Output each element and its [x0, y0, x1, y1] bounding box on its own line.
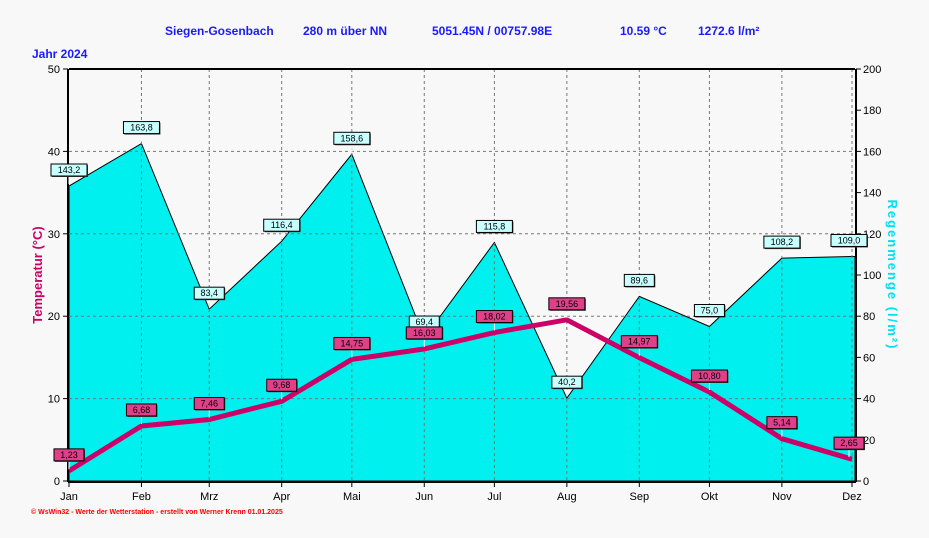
temp-label-box: [266, 378, 298, 392]
x-tick-label: Jul: [487, 491, 501, 503]
x-tick-label: Jun: [415, 491, 433, 503]
temp-label-box: [690, 369, 728, 383]
temp-label-box: [548, 297, 586, 311]
rain-label: 89,6: [631, 275, 649, 285]
rain-label-box: [623, 273, 655, 287]
rain-label: 163,8: [130, 123, 153, 133]
y-tick-label: 40: [48, 146, 60, 158]
x-tick-label: Aug: [557, 491, 577, 503]
y-tick-label: 10: [48, 394, 60, 406]
station-name: Siegen-Gosenbach: [165, 24, 274, 38]
temp-label-box: [833, 436, 865, 450]
rain-label-box: [333, 131, 371, 145]
temp-label-box: [475, 310, 513, 324]
temp-label: 5,14: [773, 418, 791, 428]
y2-tick-label: 180: [863, 105, 881, 117]
rain-label: 116,4: [271, 220, 293, 230]
x-tick-label: Jan: [60, 491, 78, 503]
rain-label-box: [263, 218, 301, 232]
y2-tick-label: 160: [863, 146, 881, 158]
y2-tick-label: 100: [863, 270, 881, 282]
y-tick-label: 0: [54, 476, 60, 488]
rain-label: 69,4: [416, 317, 434, 327]
footer-credit: © WsWin32 - Werte der Wetterstation - er…: [31, 509, 283, 516]
rain-label: 109,0: [838, 235, 861, 245]
temp-label-box: [53, 448, 85, 462]
rain-label: 75,0: [701, 306, 719, 316]
x-tick-label: Nov: [772, 491, 792, 503]
y-tick-label: 20: [48, 311, 60, 323]
year-label: Jahr 2024: [32, 47, 88, 61]
temp-label: 14,97: [628, 337, 651, 347]
temp-label: 1,23: [60, 450, 78, 460]
temp-label: 2,65: [840, 438, 858, 448]
y2-axis-title: Regenmenge (l/m²): [885, 199, 900, 350]
y2-tick-label: 140: [863, 188, 881, 200]
y2-tick-label: 200: [863, 64, 881, 76]
temp-label-box: [333, 336, 371, 350]
temp-label: 6,68: [133, 405, 151, 415]
rain-label: 108,2: [771, 237, 794, 247]
x-tick-label: Sep: [630, 491, 650, 503]
y2-tick-label: 20: [863, 435, 875, 447]
coordinates: 5051.45N / 00757.98E: [432, 24, 553, 38]
temp-label: 9,68: [273, 380, 291, 390]
y2-tick-label: 40: [863, 394, 875, 406]
total-rain: 1272.6 l/m²: [698, 24, 760, 38]
rain-label-box: [763, 235, 801, 249]
rain-label: 115,8: [483, 221, 505, 231]
rain-label: 143,2: [58, 165, 81, 175]
x-tick-label: Feb: [132, 491, 151, 503]
rain-label-box: [122, 121, 160, 135]
rain-label-box: [50, 163, 88, 177]
temperature-line: [67, 317, 853, 473]
y2-tick-label: 60: [863, 352, 875, 364]
rain-label: 158,6: [341, 133, 364, 143]
altitude: 280 m über NN: [303, 24, 388, 38]
x-tick-label: Mai: [343, 491, 361, 503]
temp-label: 16,03: [413, 328, 436, 338]
temp-label: 7,46: [200, 399, 218, 409]
temp-label: 14,75: [341, 338, 364, 348]
temp-label: 19,56: [556, 299, 579, 309]
rain-label: 40,2: [558, 377, 576, 387]
y2-tick-label: 0: [863, 476, 869, 488]
x-tick-label: Dez: [842, 491, 862, 503]
rain-label-box: [551, 375, 583, 389]
y-tick-label: 30: [48, 229, 60, 241]
temp-label: 18,02: [483, 312, 506, 322]
rain-label: 83,4: [200, 288, 218, 298]
temp-label-box: [620, 335, 658, 349]
temp-label-box: [125, 403, 157, 417]
x-tick-label: Apr: [273, 491, 290, 503]
rain-area: [68, 142, 856, 482]
temp-label-box: [766, 416, 798, 430]
y-axis-title: Temperatur (°C): [30, 226, 45, 323]
rain-label-box: [693, 304, 725, 317]
rain-label-box: [475, 219, 513, 233]
rain-label-box: [193, 286, 225, 300]
temp-label-box: [193, 397, 225, 411]
x-tick-label: Mrz: [200, 491, 218, 503]
rain-label-box: [830, 233, 868, 247]
temp-label: 10,80: [698, 371, 721, 381]
y2-tick-label: 80: [863, 311, 875, 323]
temp-label-box: [405, 326, 443, 340]
x-tick-label: Okt: [701, 491, 718, 503]
mean-temperature: 10.59 °C: [620, 24, 667, 38]
y-tick-label: 50: [48, 64, 60, 76]
